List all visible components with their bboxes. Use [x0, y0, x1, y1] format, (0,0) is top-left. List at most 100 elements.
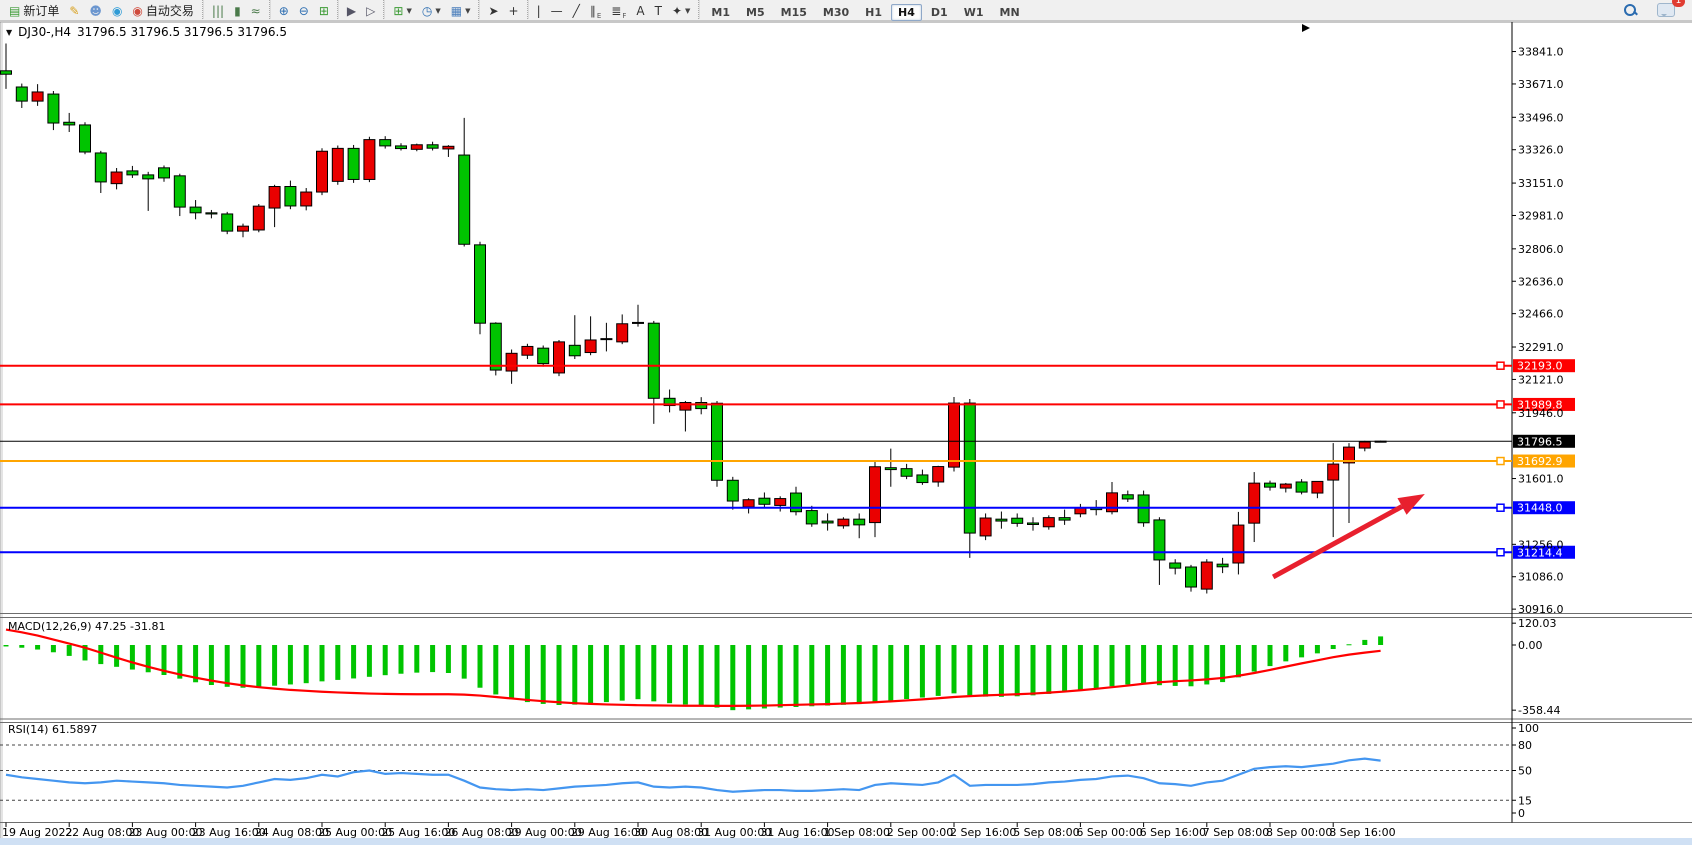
arrows-icon[interactable]: ✦ ▼ [668, 1, 694, 21]
chart-symbol-period: DJ30-,H4 [18, 25, 72, 39]
time-tick-label: 29 Aug 00:00 [508, 826, 582, 839]
trend-arrow-annotation[interactable] [1271, 493, 1425, 580]
text-icon: A [636, 3, 645, 18]
zoom-out-icon[interactable]: ⊖ [295, 1, 313, 21]
vertical-line-icon[interactable]: | [533, 1, 545, 21]
hline-31989.8[interactable] [0, 397, 1575, 411]
price-axis[interactable] [1512, 51, 1516, 610]
time-tick-label: 30 Aug 08:00 [634, 826, 708, 839]
rsi-tick-label: 15 [1518, 794, 1532, 807]
timeframe-w1[interactable]: W1 [963, 5, 984, 19]
icon-sub-label: F [622, 11, 627, 20]
vertical-line-icon: | [536, 3, 541, 18]
new-order-button[interactable]: ▤ 新订单 [5, 1, 63, 21]
line-chart-icon[interactable]: ≈ [247, 1, 265, 21]
time-axis[interactable] [5, 822, 1334, 828]
scroll-end-icon[interactable] [1302, 24, 1310, 32]
macd-pane [3, 622, 1516, 711]
horizontal-line-icon[interactable]: — [547, 1, 567, 21]
chevron-down-icon: ▼ [435, 6, 441, 15]
new-order-icon: ▤ [9, 3, 21, 18]
auto-scroll-icon: ▶ [346, 3, 357, 18]
zoom-in-icon[interactable]: ⊕ [275, 1, 293, 21]
auto-scroll-icon[interactable]: ▶ [343, 1, 360, 21]
highlighter-icon[interactable]: ✎ [65, 1, 83, 21]
chart-shift-icon: ▷ [366, 3, 376, 18]
candlestick-chart-icon[interactable]: ▮ [230, 1, 245, 21]
price-line-badge: 31989.8 [1517, 398, 1563, 411]
bar-chart-icon: ||| [211, 3, 225, 18]
channel-icon[interactable]: ∥ E [586, 1, 605, 21]
chart-quote-bar: ▼ DJ30-,H4 31796.5 31796.5 31796.5 31796… [6, 25, 287, 39]
time-tick-label: 31 Aug 00:00 [697, 826, 771, 839]
timeframe-m5[interactable]: M5 [746, 5, 765, 19]
price-line-badge: 32193.0 [1517, 360, 1563, 373]
new-chart-dropdown[interactable]: ⊞ ▼ [389, 1, 415, 21]
hline-32193.0[interactable] [0, 359, 1575, 373]
text-icon[interactable]: A [632, 1, 648, 21]
toolbar-buttons: ▤ 新订单 ✎ ☻ ◉ ◉ 自动交易 ||| ▮ ≈ ⊕ ⊖ ⊞ ▶ ▷ ⊞ ▼ ◷ ▼ ▦ ▼ ➤ + | — ╱ ∥ E ≣ F A T ✦… [4, 0, 703, 21]
hline-31448.0[interactable] [0, 501, 1575, 515]
timeframe-m15[interactable]: M15 [780, 5, 807, 19]
hline-31796.5[interactable] [0, 434, 1575, 448]
price-line-badge: 31448.0 [1517, 502, 1563, 515]
trendline-icon[interactable]: ╱ [569, 1, 584, 21]
timeframe-m30[interactable]: M30 [822, 5, 850, 19]
time-tick-label: 5 Sep 08:00 [1013, 826, 1079, 839]
open-account-icon[interactable]: ☻ [85, 1, 106, 21]
time-tick-label: 22 Aug 08:00 [65, 826, 139, 839]
autotrade-button[interactable]: ◉ 自动交易 [128, 1, 198, 21]
notifications-button[interactable]: 1 [1653, 0, 1685, 20]
period-dropdown[interactable]: ◷ ▼ [418, 1, 445, 21]
hline-31214.4[interactable] [0, 545, 1575, 559]
rsi-label: RSI(14) 61.5897 [8, 723, 97, 736]
time-tick-label: 8 Sep 00:00 [1266, 826, 1332, 839]
line-chart-icon: ≈ [250, 3, 261, 18]
search-button[interactable] [1619, 0, 1641, 20]
bar-chart-icon[interactable]: ||| [208, 1, 228, 21]
price-tick-label: 32636.0 [1518, 275, 1564, 288]
template-dropdown: ▦ [450, 3, 463, 18]
time-tick-label: 31 Aug 16:00 [760, 826, 834, 839]
hline-31692.9[interactable] [0, 454, 1575, 468]
tile-windows-icon[interactable]: ⊞ [315, 1, 333, 21]
price-line-badge: 31796.5 [1517, 435, 1563, 448]
toolbar-separator [201, 0, 204, 19]
timeframe-h1[interactable]: H1 [865, 5, 883, 19]
rsi-pane [0, 727, 1516, 814]
chat-icon [1657, 3, 1675, 17]
timeframe-d1[interactable]: D1 [930, 5, 948, 19]
toolbar-separator [268, 0, 271, 19]
time-tick-label: 23 Aug 16:00 [192, 826, 266, 839]
arrows-icon: ✦ [671, 3, 683, 18]
price-tick-label: 31256.0 [1518, 538, 1564, 551]
toolbar-separator [336, 0, 339, 19]
macd-tick-label: -358.44 [1518, 704, 1560, 717]
crosshair-icon[interactable]: + [505, 1, 523, 21]
autotrade-button-label: 自动交易 [145, 4, 194, 18]
candles-layer [0, 43, 1387, 594]
timeframe-m1[interactable]: M1 [711, 5, 731, 19]
macd-tick-label: 120.03 [1518, 617, 1557, 630]
price-tick-label: 33671.0 [1518, 78, 1564, 91]
price-tick-label: 31086.0 [1518, 571, 1564, 584]
cursor-icon[interactable]: ➤ [484, 1, 502, 21]
signals-icon[interactable]: ◉ [108, 1, 126, 21]
text-label-icon[interactable]: T [651, 1, 666, 21]
time-tick-label: 6 Sep 00:00 [1076, 826, 1142, 839]
time-tick-label: 23 Aug 00:00 [128, 826, 202, 839]
timeframe-mn[interactable]: MN [999, 5, 1020, 19]
chart-shift-icon[interactable]: ▷ [362, 1, 379, 21]
timeframe-h4[interactable]: H4 [891, 3, 922, 21]
text-label-icon: T [654, 3, 662, 18]
time-tick-label: 2 Sep 00:00 [887, 826, 953, 839]
trendline-icon: ╱ [572, 3, 580, 18]
highlighter-icon: ✎ [69, 3, 80, 18]
template-dropdown[interactable]: ▦ ▼ [447, 1, 475, 21]
symbol-dropdown-icon[interactable]: ▼ [6, 27, 13, 37]
price-tick-label: 33326.0 [1518, 144, 1564, 157]
price-tick-label: 33496.0 [1518, 111, 1564, 124]
fibonacci-icon[interactable]: ≣ F [607, 1, 630, 21]
open-account-icon: ☻ [89, 3, 102, 18]
